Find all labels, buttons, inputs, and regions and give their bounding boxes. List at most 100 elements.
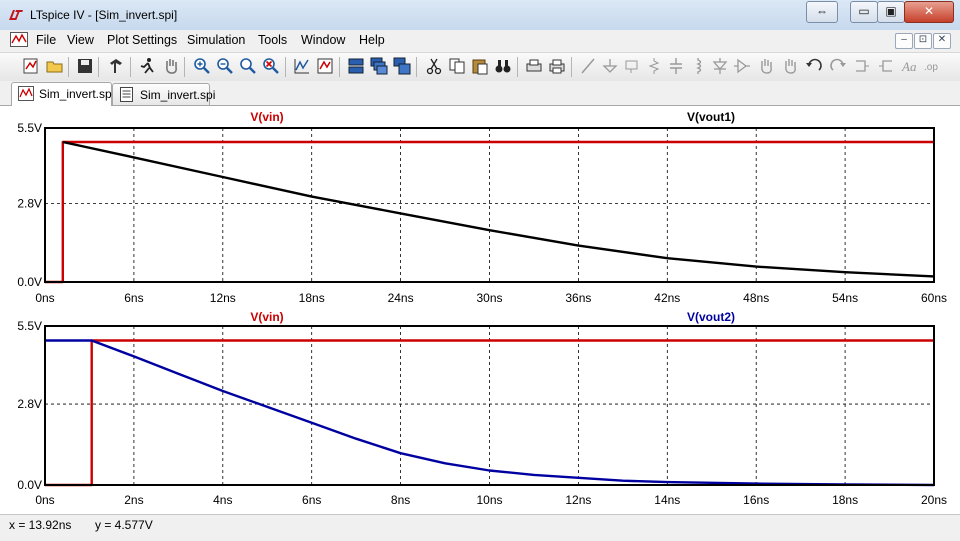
label-icon[interactable] [623,57,641,75]
menu-window[interactable]: Window [301,33,346,47]
print-setup-icon[interactable] [525,57,543,75]
component-icon[interactable] [733,57,751,75]
waveform-panes[interactable]: 0ns 6ns 12ns 18ns 24ns 30ns 36ns 42ns 48ns 54ns 60… [0,106,960,514]
tile-vertical-icon[interactable] [393,57,411,75]
x-tick-label: 12ns [210,291,236,305]
inductor-icon[interactable] [689,57,707,75]
x-tick-label: 16ns [743,493,769,507]
waveform-icon [18,86,34,101]
tab-waveform-viewer[interactable]: Sim_invert.spi [11,82,115,106]
trace-label: V(vin) [250,310,283,324]
spice-directive-icon[interactable]: .op [924,57,942,75]
x-tick-label: 14ns [654,493,680,507]
x-tick-label: 30ns [476,291,502,305]
window-close-button[interactable]: ✕ [904,1,954,23]
new-schematic-icon[interactable] [22,57,40,75]
restore-toggle-button[interactable]: ⇔ [806,1,838,23]
menu-file[interactable]: File [36,33,57,47]
x-tick-label: 42ns [654,291,680,305]
x-tick-label: 8ns [391,493,410,507]
plot-pane-frame [44,325,935,486]
undo-icon[interactable] [805,57,823,75]
wire-icon[interactable] [579,57,597,75]
x-tick-label: 18ns [299,291,325,305]
cut-icon[interactable] [425,57,443,75]
print-icon[interactable] [548,57,566,75]
zoom-in-icon[interactable] [193,57,211,75]
x-tick-label: 18ns [832,493,858,507]
zoom-out-icon[interactable] [216,57,234,75]
paste-icon[interactable] [471,57,489,75]
toolbar: Aa .op [0,52,960,82]
window-minimize-button[interactable]: ▭ [850,1,878,23]
halt-icon[interactable] [162,57,180,75]
x-tick-label: 10ns [476,493,502,507]
y-tick-label: 2.8V [17,197,42,211]
waveform-plot-area[interactable]: 0ns 6ns 12ns 18ns 24ns 30ns 36ns 42ns 48ns 54ns 60… [0,106,960,514]
y-tick-label: 2.8V [17,397,42,411]
x-tick-label: 60ns [921,291,947,305]
x-tick-label: 4ns [213,493,232,507]
find-icon[interactable] [494,57,512,75]
svg-text:Aa: Aa [901,59,917,74]
tab-netlist[interactable]: Sim_invert.spi [112,83,215,105]
zoom-cancel-icon[interactable] [262,57,280,75]
rotate-icon[interactable] [853,57,871,75]
y-tick-label: 0.0V [17,478,42,492]
capacitor-icon[interactable] [667,57,685,75]
marker-icon[interactable] [316,57,334,75]
diode-icon[interactable] [711,57,729,75]
tile-horizontal-icon[interactable] [347,57,365,75]
x-tick-label: 12ns [565,493,591,507]
cascade-icon[interactable] [370,57,388,75]
netlist-icon [120,87,133,102]
zoom-fit-icon[interactable] [239,57,257,75]
x-tick-label: 2ns [124,493,143,507]
menu-bar: File View Plot Settings Simulation Tools… [0,30,960,50]
menu-simulation[interactable]: Simulation [187,33,246,47]
x-tick-label: 54ns [832,291,858,305]
control-panel-icon[interactable] [107,57,125,75]
autorange-icon[interactable] [293,57,311,75]
mdi-minimize-button[interactable]: – [895,33,913,49]
trace-vvout2 [45,339,935,487]
move-icon[interactable] [757,57,775,75]
menu-plot-settings[interactable]: Plot Settings [107,33,178,47]
menu-tools[interactable]: Tools [258,33,288,47]
tab-label: Sim_invert.spi [39,87,115,101]
mdi-restore-button[interactable]: ⊡ [914,33,932,49]
status-bar: x = 13.92ns y = 4.577V [0,514,960,541]
tab-label: Sim_invert.spi [140,88,216,102]
window-maximize-button[interactable]: ▣ [877,1,905,23]
trace-vvout1 [62,140,935,278]
run-icon[interactable] [138,57,156,75]
ground-icon[interactable] [601,57,619,75]
title-bar: LTspice IV - [Sim_invert.spi] ⇔ ▭ ▣ ✕ [0,0,960,31]
window-title: LTspice IV - [Sim_invert.spi] [30,8,178,22]
x-tick-label: 24ns [388,291,414,305]
x-tick-label: 0ns [35,493,54,507]
save-icon[interactable] [76,57,94,75]
mirror-icon[interactable] [877,57,895,75]
copy-icon[interactable] [448,57,466,75]
x-tick-label: 20ns [921,493,947,507]
waveform-doc-icon[interactable] [10,32,28,47]
ltspice-logo-icon [9,10,23,20]
menu-help[interactable]: Help [359,33,385,47]
x-tick-label: 6ns [124,291,143,305]
x-tick-label: 48ns [743,291,769,305]
y-tick-label: 5.5V [17,121,42,135]
resistor-icon[interactable] [645,57,663,75]
y-tick-label: 5.5V [17,319,42,333]
redo-icon[interactable] [829,57,847,75]
cursor-x-readout: x = 13.92ns [9,518,72,532]
text-icon[interactable]: Aa [901,57,919,75]
svg-text:.op: .op [924,62,938,73]
mdi-close-button[interactable]: ✕ [933,33,951,49]
trace-label: V(vin) [250,110,283,124]
document-tabs: Sim_invert.spi Sim_invert.spi [0,81,960,106]
menu-view[interactable]: View [67,33,94,47]
open-icon[interactable] [46,57,64,75]
trace-label: V(vout2) [687,310,735,324]
drag-icon[interactable] [781,57,799,75]
